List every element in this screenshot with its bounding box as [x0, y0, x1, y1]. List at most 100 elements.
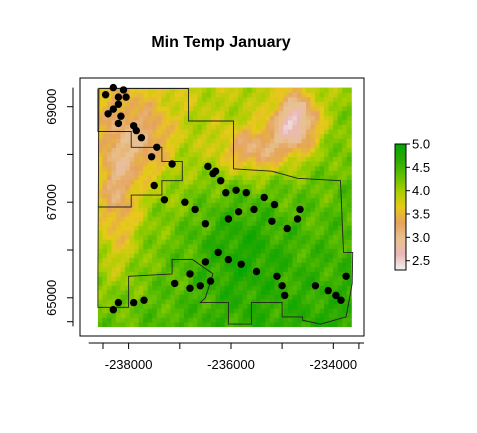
raster-cell [265, 275, 271, 282]
raster-cell [260, 211, 266, 217]
raster-cell [156, 271, 162, 277]
raster-cell [161, 170, 167, 176]
raster-cell [278, 115, 284, 121]
station-point [222, 189, 230, 197]
raster-cell [170, 138, 176, 144]
raster-cell [274, 115, 280, 121]
raster-cell [106, 147, 113, 153]
raster-cell [283, 156, 289, 162]
raster-cell [229, 110, 235, 116]
raster-cell [201, 161, 208, 167]
raster-cell [278, 202, 284, 208]
raster-cell [188, 193, 194, 199]
raster-cell [301, 142, 307, 148]
raster-cell [201, 275, 208, 282]
raster-cell [342, 294, 348, 300]
raster-cell [197, 321, 203, 328]
raster-cell [143, 105, 149, 112]
raster-cell [256, 220, 262, 226]
raster-cell [260, 170, 266, 176]
raster-cell [287, 248, 293, 254]
raster-cell [337, 138, 343, 144]
colorbar-swatch [395, 261, 406, 265]
raster-cell [328, 156, 334, 162]
raster-cell [215, 289, 221, 295]
raster-cell [328, 170, 334, 176]
raster-cell [106, 285, 113, 291]
raster-cell [269, 142, 275, 148]
raster-cell [134, 266, 140, 272]
raster-cell [215, 156, 221, 162]
raster-cell [170, 211, 176, 217]
raster-cell [274, 262, 280, 268]
raster-cell [305, 119, 312, 125]
raster-cell [333, 202, 339, 208]
raster-cell [274, 298, 280, 305]
raster-cell [120, 220, 126, 226]
raster-cell [242, 92, 248, 98]
raster-cell [215, 151, 221, 158]
raster-cell [111, 142, 117, 148]
raster-cell [102, 165, 108, 171]
raster-cell [138, 110, 144, 116]
raster-cell [269, 115, 275, 121]
raster-cell [229, 174, 235, 181]
raster-cell [156, 156, 162, 162]
raster-cell [106, 220, 113, 226]
raster-cell [210, 262, 217, 268]
raster-cell [116, 193, 122, 199]
raster-cell [161, 234, 167, 240]
raster-cell [301, 151, 307, 158]
raster-cell [161, 161, 167, 167]
raster-cell [125, 262, 131, 268]
raster-cell [97, 156, 104, 162]
raster-cell [129, 308, 135, 314]
raster-cell [143, 294, 149, 300]
raster-cell [324, 115, 330, 121]
raster-cell [238, 133, 244, 139]
raster-cell [324, 92, 330, 98]
raster-cell [319, 211, 325, 217]
raster-cell [152, 207, 158, 213]
raster-cell [265, 128, 271, 135]
raster-cell [134, 96, 140, 102]
raster-cell [256, 147, 262, 153]
colorbar-tick-label: 2.5 [412, 253, 430, 268]
raster-cell [206, 202, 212, 208]
raster-cell [120, 170, 126, 176]
colorbar-swatch [395, 202, 406, 206]
raster-cell [346, 321, 352, 328]
raster-cell [305, 207, 312, 213]
raster-cell [256, 289, 262, 295]
raster-cell [328, 174, 334, 181]
raster-cell [256, 151, 262, 158]
raster-cell [256, 184, 262, 190]
raster-cell [206, 92, 212, 98]
raster-cell [333, 207, 339, 213]
raster-cell [229, 128, 235, 135]
raster-cell [238, 156, 244, 162]
raster-cell [111, 165, 117, 171]
raster-cell [265, 225, 271, 231]
raster-cell [265, 119, 271, 125]
raster-cell [283, 275, 289, 282]
raster-cell [328, 243, 334, 249]
raster-cell [183, 96, 189, 102]
raster-cell [165, 225, 171, 231]
raster-cell [224, 184, 230, 190]
raster-cell [179, 312, 185, 318]
raster-cell [120, 248, 126, 254]
raster-cell [342, 308, 348, 314]
raster-cell [188, 239, 194, 245]
raster-cell [319, 188, 325, 194]
raster-cell [179, 248, 185, 254]
raster-cell [256, 161, 262, 167]
raster-cell [197, 147, 203, 153]
raster-cell [292, 298, 298, 305]
raster-cell [161, 285, 167, 291]
raster-cell [224, 87, 230, 93]
raster-cell [296, 321, 303, 328]
raster-cell [147, 174, 153, 181]
raster-cell [147, 289, 153, 295]
raster-cell [134, 225, 140, 231]
